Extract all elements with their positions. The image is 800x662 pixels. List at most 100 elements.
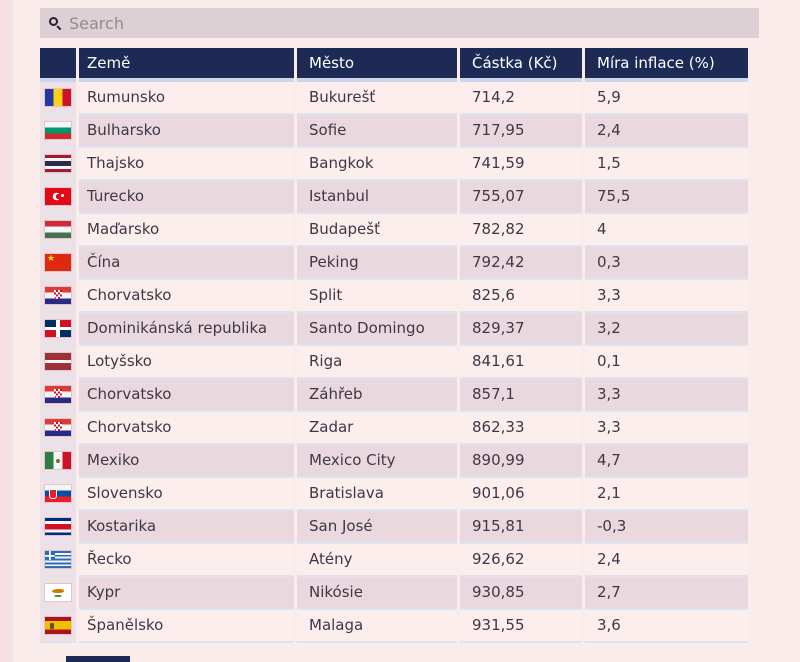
inflation-cell: 2,1 <box>585 478 748 511</box>
city-cell: Split <box>297 280 457 313</box>
inflation-cell: 5,9 <box>585 82 748 115</box>
table-row: Lotyšsko Riga 841,61 0,1 <box>40 346 748 379</box>
table-header-row: Země Město Částka (Kč) Míra inflace (%) <box>40 48 748 82</box>
flag-cell <box>40 247 76 280</box>
china-flag-icon <box>45 254 71 271</box>
table-row: Kostarika San José 915,81 -0,3 <box>40 511 748 544</box>
table-row: Rumunsko Bukurešť 714,2 5,9 <box>40 82 748 115</box>
flag-cell <box>40 610 76 643</box>
country-cell: Mexiko <box>79 445 294 478</box>
city-cell: Riga <box>297 346 457 379</box>
city-cell: Bangkok <box>297 148 457 181</box>
country-cell: Bulharsko <box>79 115 294 148</box>
flag-cell <box>40 214 76 247</box>
flag-cell <box>40 577 76 610</box>
country-cell: Chorvatsko <box>79 379 294 412</box>
turkey-flag-icon <box>45 188 71 205</box>
amount-cell: 931,55 <box>460 610 582 643</box>
amount-cell: 741,59 <box>460 148 582 181</box>
inflation-cell: 4 <box>585 214 748 247</box>
flag-cell <box>40 148 76 181</box>
inflation-cell: 75,5 <box>585 181 748 214</box>
spain-flag-icon <box>45 617 71 634</box>
cyprus-flag-icon <box>45 584 71 601</box>
column-header-amount[interactable]: Částka (Kč) <box>460 48 582 82</box>
table-row: Dominikánská republika Santo Domingo 829… <box>40 313 748 346</box>
inflation-cell: 2,4 <box>585 544 748 577</box>
inflation-cell: 3,2 <box>585 313 748 346</box>
city-cell: Zadar <box>297 412 457 445</box>
city-cell: Peking <box>297 247 457 280</box>
column-header-inflation[interactable]: Míra inflace (%) <box>585 48 748 82</box>
table-row: Čína Peking 792,42 0,3 <box>40 247 748 280</box>
column-header-country[interactable]: Země <box>79 48 294 82</box>
inflation-cell: 0,3 <box>585 247 748 280</box>
city-cell: Malaga <box>297 610 457 643</box>
city-cell: Bukurešť <box>297 82 457 115</box>
inflation-cell: 1,5 <box>585 148 748 181</box>
search-input[interactable] <box>69 8 759 38</box>
city-cell: Istanbul <box>297 181 457 214</box>
amount-cell: 926,62 <box>460 544 582 577</box>
table-row: Mexiko Mexico City 890,99 4,7 <box>40 445 748 478</box>
search-icon <box>49 16 62 31</box>
city-cell: Mexico City <box>297 445 457 478</box>
search-bar <box>40 8 759 38</box>
country-cell: Rumunsko <box>79 82 294 115</box>
country-cell: Chorvatsko <box>79 412 294 445</box>
flag-cell <box>40 379 76 412</box>
table-row: Bulharsko Sofie 717,95 2,4 <box>40 115 748 148</box>
table-row: Chorvatsko Split 825,6 3,3 <box>40 280 748 313</box>
costarica-flag-icon <box>45 518 71 535</box>
table-row: Kypr Nikósie 930,85 2,7 <box>40 577 748 610</box>
inflation-cell: 2,7 <box>585 577 748 610</box>
inflation-cell: 3,3 <box>585 412 748 445</box>
hungary-flag-icon <box>45 221 71 238</box>
amount-cell: 857,1 <box>460 379 582 412</box>
country-cell: Kostarika <box>79 511 294 544</box>
inflation-cell: 2,4 <box>585 115 748 148</box>
country-cell: Lotyšsko <box>79 346 294 379</box>
table-row: Řecko Atény 926,62 2,4 <box>40 544 748 577</box>
city-cell: Nikósie <box>297 577 457 610</box>
flag-cell <box>40 511 76 544</box>
next-table-header-sliver <box>66 656 130 662</box>
flag-cell <box>40 181 76 214</box>
croatia-flag-icon <box>45 386 71 403</box>
city-cell: Záhřeb <box>297 379 457 412</box>
amount-cell: 714,2 <box>460 82 582 115</box>
amount-cell: 825,6 <box>460 280 582 313</box>
mexico-flag-icon <box>45 452 71 469</box>
greece-flag-icon <box>45 551 71 568</box>
flag-cell <box>40 280 76 313</box>
table-row: Maďarsko Budapešť 782,82 4 <box>40 214 748 247</box>
city-cell: San José <box>297 511 457 544</box>
city-cell: Budapešť <box>297 214 457 247</box>
country-cell: Řecko <box>79 544 294 577</box>
amount-cell: 915,81 <box>460 511 582 544</box>
country-cell: Chorvatsko <box>79 280 294 313</box>
amount-cell: 841,61 <box>460 346 582 379</box>
amount-cell: 930,85 <box>460 577 582 610</box>
city-cell: Bratislava <box>297 478 457 511</box>
amount-cell: 792,42 <box>460 247 582 280</box>
inflation-cell: 0,1 <box>585 346 748 379</box>
column-header-flag[interactable] <box>40 48 76 82</box>
city-cell: Sofie <box>297 115 457 148</box>
romania-flag-icon <box>45 89 71 106</box>
dominican-flag-icon <box>45 320 71 337</box>
flag-cell <box>40 412 76 445</box>
inflation-cell: 4,7 <box>585 445 748 478</box>
amount-cell: 890,99 <box>460 445 582 478</box>
amount-cell: 829,37 <box>460 313 582 346</box>
inflation-cell: -0,3 <box>585 511 748 544</box>
flag-cell <box>40 478 76 511</box>
inflation-cell: 3,3 <box>585 280 748 313</box>
country-cell: Slovensko <box>79 478 294 511</box>
column-header-city[interactable]: Město <box>297 48 457 82</box>
city-cell: Santo Domingo <box>297 313 457 346</box>
table-row: Turecko Istanbul 755,07 75,5 <box>40 181 748 214</box>
latvia-flag-icon <box>45 353 71 370</box>
table-row: Chorvatsko Záhřeb 857,1 3,3 <box>40 379 748 412</box>
